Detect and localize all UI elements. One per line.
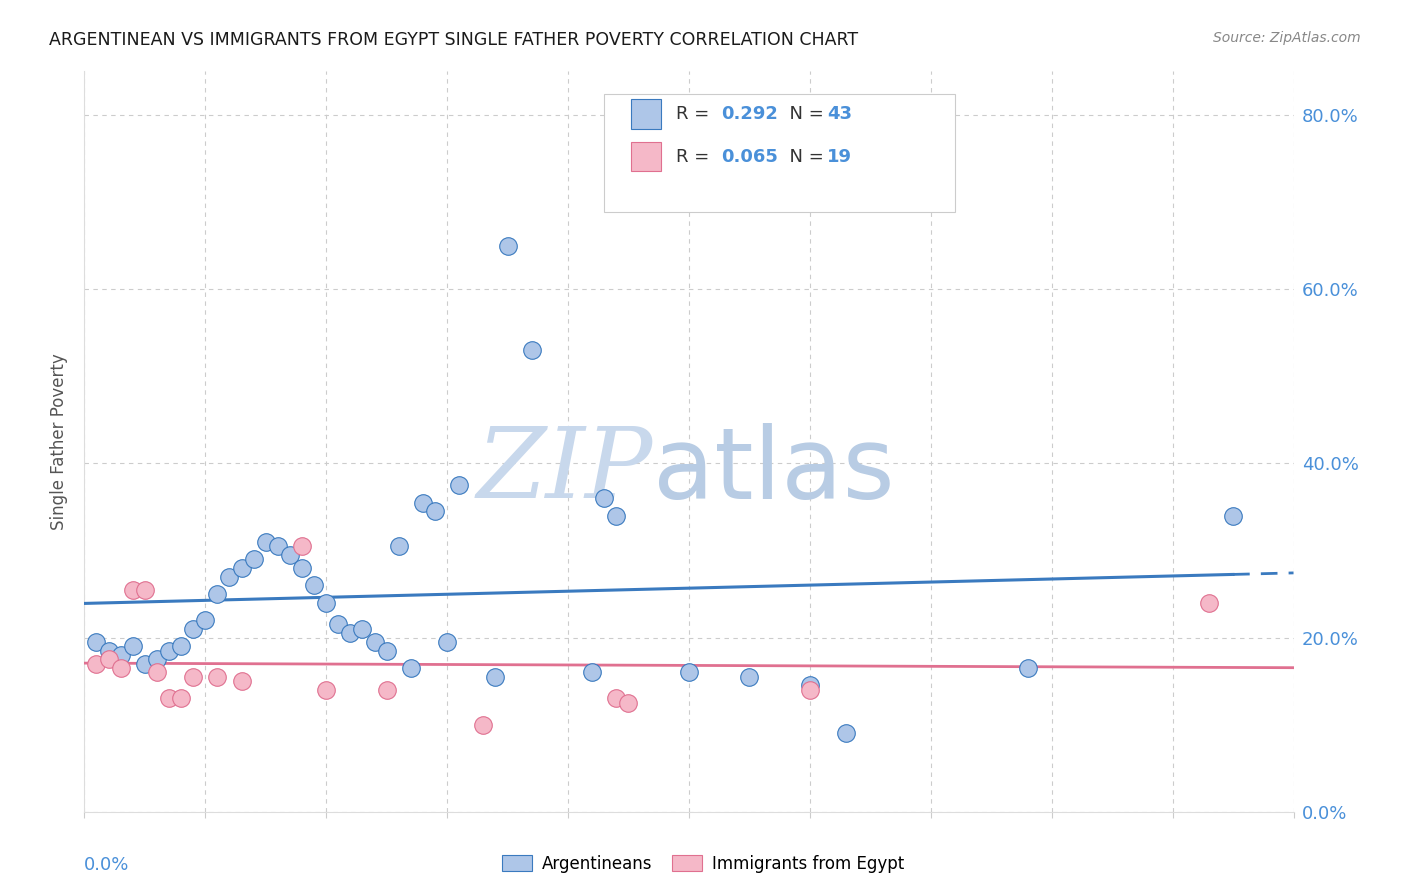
Point <box>835 726 858 740</box>
Point <box>291 561 314 575</box>
Point <box>291 539 314 553</box>
Point <box>157 643 180 657</box>
Point <box>423 504 446 518</box>
Text: N =: N = <box>779 147 830 166</box>
Point <box>194 613 217 627</box>
Text: 0.065: 0.065 <box>721 147 779 166</box>
Point <box>278 548 301 562</box>
Point <box>1198 596 1220 610</box>
Point <box>134 582 156 597</box>
Point <box>302 578 325 592</box>
Point <box>181 622 204 636</box>
Point <box>352 622 374 636</box>
Point <box>86 635 108 649</box>
Point <box>110 648 132 662</box>
Point <box>399 661 422 675</box>
Point <box>1222 508 1244 523</box>
FancyBboxPatch shape <box>631 100 661 129</box>
Point <box>207 587 229 601</box>
Point <box>678 665 700 680</box>
Point <box>110 661 132 675</box>
Point <box>207 670 229 684</box>
Text: atlas: atlas <box>652 423 894 520</box>
Y-axis label: Single Father Poverty: Single Father Poverty <box>51 353 69 530</box>
Text: 19: 19 <box>827 147 852 166</box>
Point <box>520 343 543 357</box>
Point <box>436 635 458 649</box>
Point <box>738 670 761 684</box>
Point <box>328 617 350 632</box>
Text: ARGENTINEAN VS IMMIGRANTS FROM EGYPT SINGLE FATHER POVERTY CORRELATION CHART: ARGENTINEAN VS IMMIGRANTS FROM EGYPT SIN… <box>49 31 858 49</box>
FancyBboxPatch shape <box>631 142 661 171</box>
Point <box>799 678 821 692</box>
Point <box>375 643 398 657</box>
Point <box>134 657 156 671</box>
Text: ZIP: ZIP <box>477 424 652 519</box>
Text: 0.0%: 0.0% <box>84 856 129 874</box>
Point <box>496 238 519 252</box>
Point <box>472 717 495 731</box>
Point <box>449 478 471 492</box>
Text: R =: R = <box>676 105 714 123</box>
Point <box>484 670 506 684</box>
Point <box>363 635 385 649</box>
Point <box>388 539 411 553</box>
Point <box>1017 661 1039 675</box>
Text: R =: R = <box>676 147 714 166</box>
Point <box>605 508 627 523</box>
Point <box>254 534 277 549</box>
Text: Source: ZipAtlas.com: Source: ZipAtlas.com <box>1213 31 1361 45</box>
Point <box>97 643 120 657</box>
Point <box>605 691 627 706</box>
Point <box>170 639 193 653</box>
Point <box>242 552 264 566</box>
Point <box>86 657 108 671</box>
Point <box>121 582 143 597</box>
Point <box>581 665 603 680</box>
Point <box>121 639 143 653</box>
Point <box>97 652 120 666</box>
Point <box>339 626 361 640</box>
Point <box>170 691 193 706</box>
Point <box>146 665 169 680</box>
Point <box>617 696 640 710</box>
Point <box>593 491 616 505</box>
Point <box>157 691 180 706</box>
Point <box>412 495 434 509</box>
FancyBboxPatch shape <box>605 94 955 212</box>
Point <box>146 652 169 666</box>
Point <box>181 670 204 684</box>
Point <box>799 682 821 697</box>
Point <box>375 682 398 697</box>
Point <box>218 569 240 583</box>
Text: 43: 43 <box>827 105 852 123</box>
Point <box>231 674 253 689</box>
Legend: Argentineans, Immigrants from Egypt: Argentineans, Immigrants from Egypt <box>495 848 911 880</box>
Text: 0.292: 0.292 <box>721 105 779 123</box>
Point <box>315 596 337 610</box>
Point <box>267 539 290 553</box>
Point <box>315 682 337 697</box>
Text: N =: N = <box>779 105 830 123</box>
Point <box>231 561 253 575</box>
